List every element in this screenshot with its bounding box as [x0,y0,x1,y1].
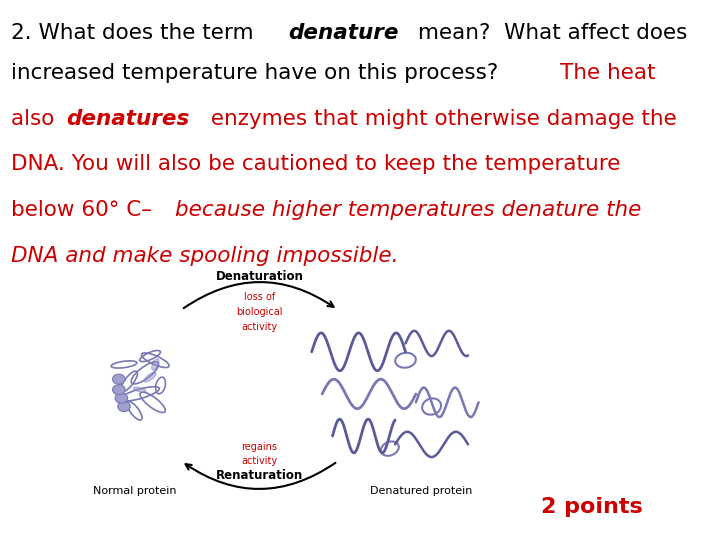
Text: denature: denature [288,23,399,43]
Text: enzymes that might otherwise damage the: enzymes that might otherwise damage the [204,109,676,129]
Text: mean?  What affect does: mean? What affect does [411,23,688,43]
Text: 2. What does the term: 2. What does the term [11,23,260,43]
Text: also: also [11,109,61,129]
Text: below 60° C–: below 60° C– [11,200,158,220]
Text: DNA and make spooling impossible.: DNA and make spooling impossible. [11,246,398,266]
Text: increased temperature have on this process?: increased temperature have on this proce… [11,63,505,83]
Text: DNA. You will also be cautioned to keep the temperature: DNA. You will also be cautioned to keep … [11,154,620,174]
Text: because higher temperatures denature the: because higher temperatures denature the [175,200,642,220]
Text: denatures: denatures [66,109,190,129]
Text: 2 points: 2 points [541,497,643,517]
Text: The heat: The heat [560,63,656,83]
